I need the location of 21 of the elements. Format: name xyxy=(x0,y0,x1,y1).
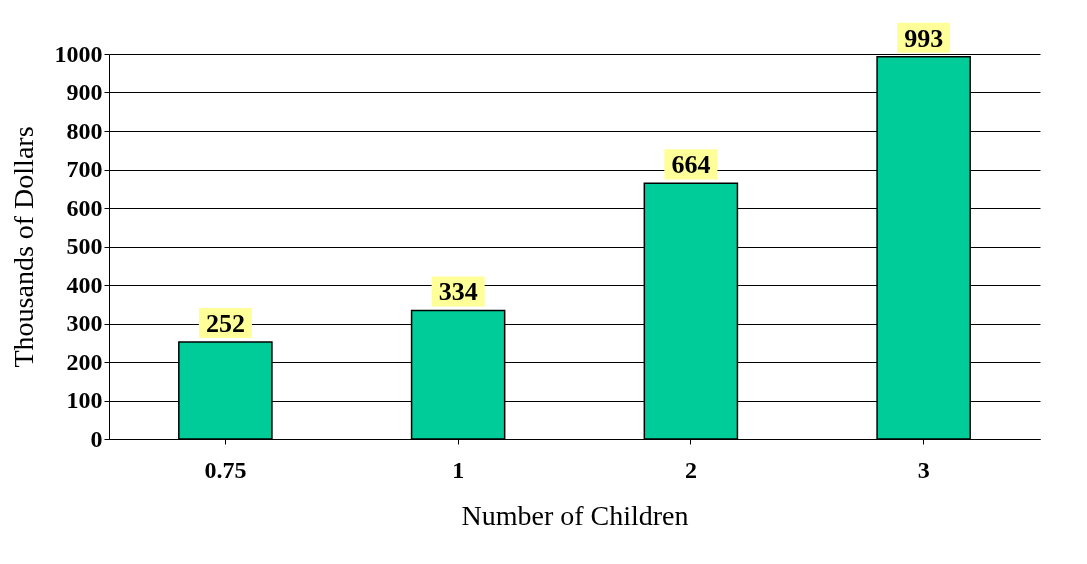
y-tick-label: 200 xyxy=(66,348,103,375)
y-tick-label: 500 xyxy=(66,233,103,259)
data-label: 664 xyxy=(671,150,711,180)
y-tick-label: 0 xyxy=(90,425,103,452)
x-tick-label: 1 xyxy=(452,456,465,483)
y-tick-label: 300 xyxy=(66,310,103,336)
y-tick-label: 400 xyxy=(66,271,103,298)
y-tick-label: 700 xyxy=(66,156,103,182)
y-tick-label: 100 xyxy=(66,387,103,413)
y-axis-title: Thousands of Dollars xyxy=(7,126,39,368)
data-label: 993 xyxy=(904,23,944,53)
x-tick-label: 2 xyxy=(684,456,697,483)
data-label: 252 xyxy=(205,308,245,338)
x-tick-label: 3 xyxy=(917,456,930,483)
data-label: 334 xyxy=(438,277,478,307)
x-tick-label: 0.75 xyxy=(204,456,247,483)
y-tick-label: 800 xyxy=(66,117,103,144)
y-tick-label: 900 xyxy=(66,79,103,105)
y-tick-label: 1000 xyxy=(54,40,103,67)
x-axis-title: Number of Children xyxy=(461,499,689,531)
y-tick-label: 600 xyxy=(66,194,103,221)
